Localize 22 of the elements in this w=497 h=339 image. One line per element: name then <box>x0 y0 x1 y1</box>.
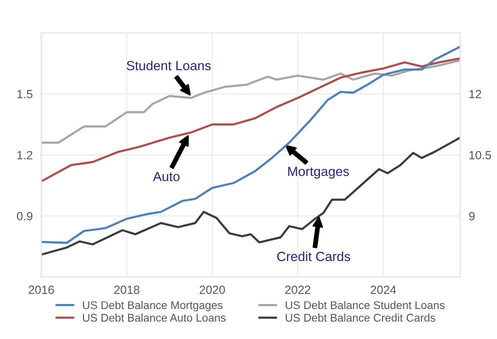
y-tick-label: 1.2 <box>17 150 32 160</box>
line-series <box>41 57 460 182</box>
line-series <box>41 59 460 144</box>
annotation: Mortgages <box>288 166 349 179</box>
legend-label: US Debt Balance Auto Loans <box>82 314 226 322</box>
x-tick-label: 2024 <box>370 286 396 294</box>
legend-label: US Debt Balance Student Loans <box>286 300 445 310</box>
y2-tick-label: 9 <box>469 212 475 220</box>
y-tick-label: 1.5 <box>17 90 32 98</box>
x-tick-label: 2022 <box>285 286 310 294</box>
legend-label: US Debt Balance Mortgages <box>82 300 223 312</box>
line-series <box>41 46 460 244</box>
annotation: Credit Cards <box>277 251 350 262</box>
y-tick-label: 0.9 <box>16 212 32 220</box>
annotation: Student Loans <box>126 60 211 70</box>
y2-tick-label: 10.5 <box>469 150 492 160</box>
legend-label: US Debt Balance Credit Cards <box>286 314 436 322</box>
x-tick-label: 2016 <box>28 286 54 294</box>
annotation: Auto <box>152 172 180 182</box>
y2-tick-label: 12 <box>469 90 482 98</box>
x-tick-label: 2018 <box>114 286 140 294</box>
x-tick-label: 2020 <box>200 286 225 294</box>
